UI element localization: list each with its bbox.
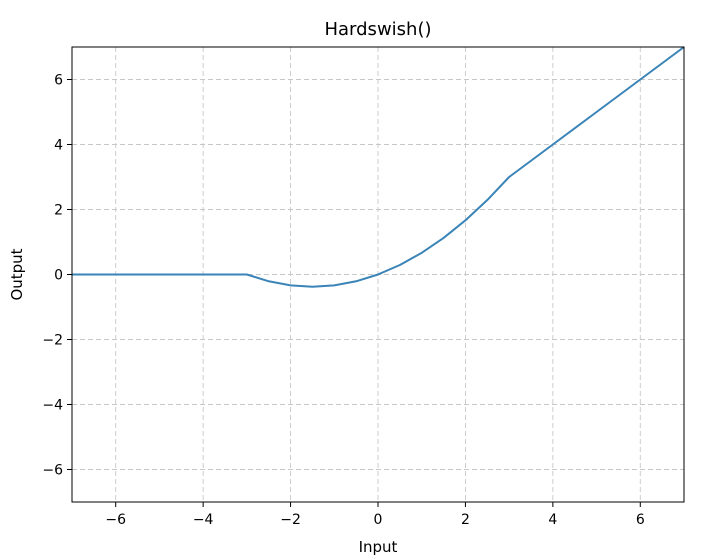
ticks: −6 −4 −2 0 2 4 6 −6 −4 −2 0 2 4 6: [42, 73, 644, 529]
series-line: [72, 46, 685, 288]
plot-area: [72, 46, 685, 288]
x-axis-label: Input: [359, 538, 398, 556]
y-tick-label: 6: [54, 73, 63, 89]
x-tick-label: 2: [461, 512, 470, 528]
y-axis-label: Output: [8, 248, 26, 300]
x-tick-label: 4: [548, 512, 557, 528]
x-tick-label: 6: [636, 512, 645, 528]
grid: [72, 47, 684, 502]
y-tick-label: 0: [54, 268, 63, 284]
y-tick-label: 4: [54, 138, 63, 154]
x-tick-label: −6: [105, 512, 126, 528]
y-tick-label: −4: [42, 398, 63, 414]
chart-title: Hardswish(): [324, 19, 431, 40]
y-tick-label: −6: [42, 463, 63, 479]
y-tick-label: 2: [54, 203, 63, 219]
x-tick-label: −2: [280, 512, 301, 528]
y-tick-label: −2: [42, 333, 63, 349]
x-tick-label: −4: [193, 512, 214, 528]
x-tick-label: 0: [374, 512, 383, 528]
